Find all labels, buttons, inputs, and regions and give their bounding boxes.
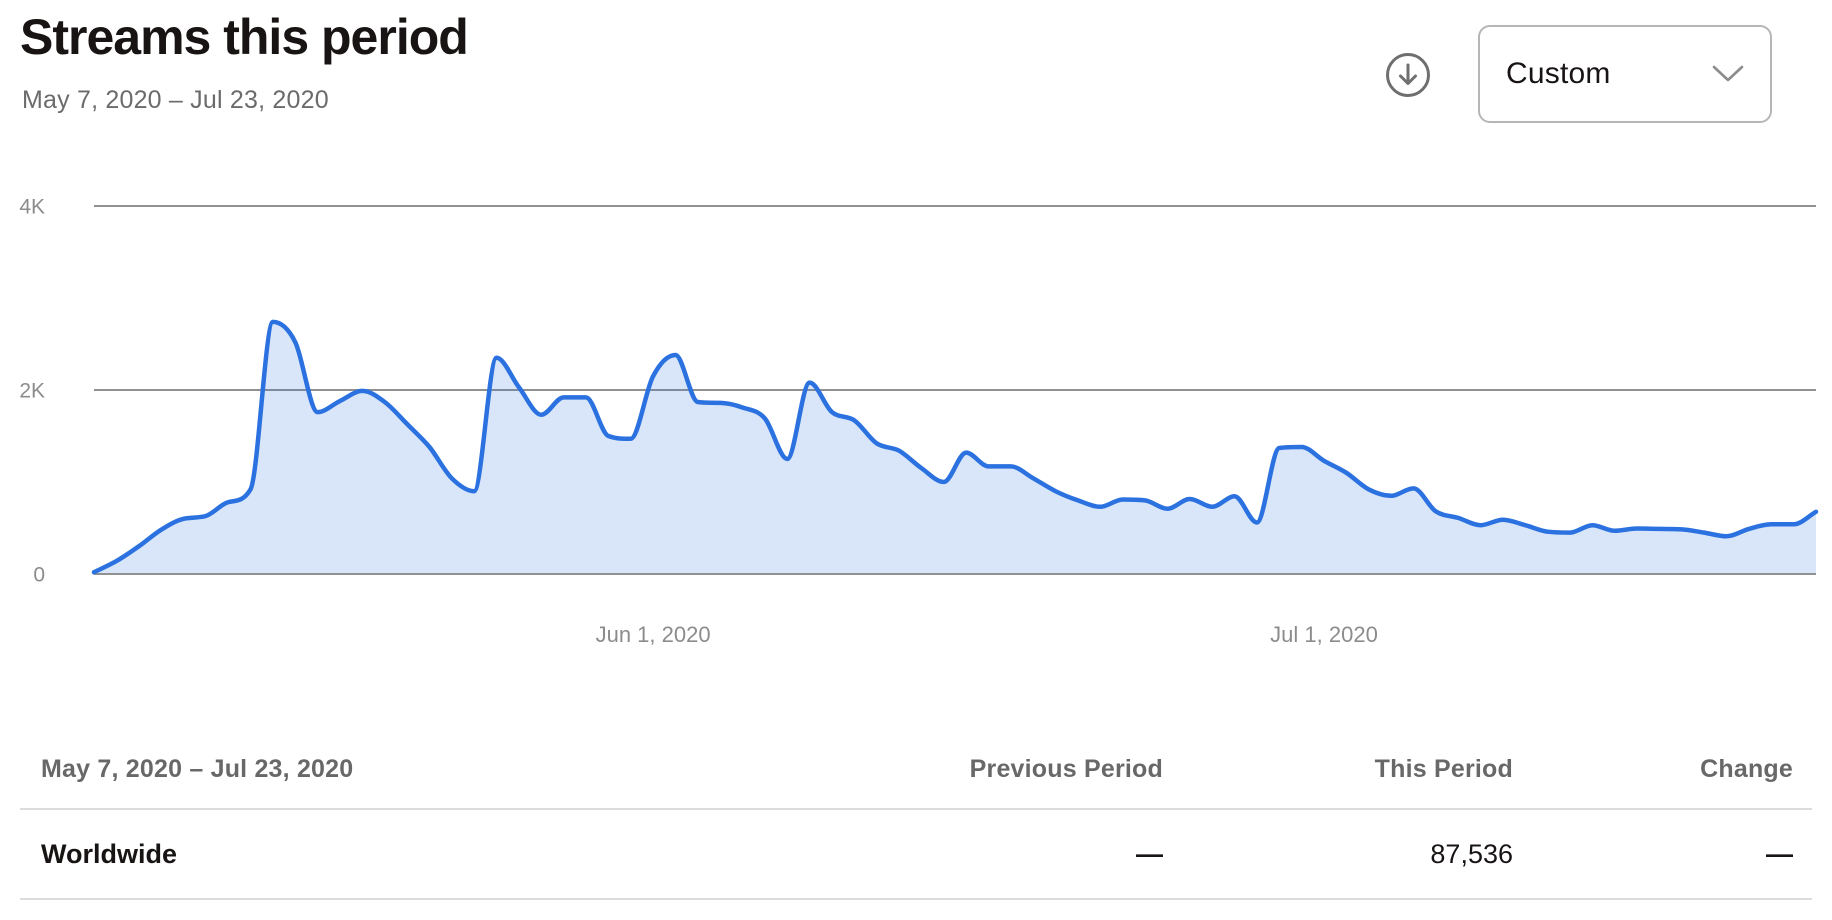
page-title: Streams this period [20,9,469,65]
streams-area-fill [94,321,1816,574]
row-value-this-period: 87,536 [1430,838,1513,869]
streams-chart[interactable]: 0 2K 4K Jun 1, 2020 Jul 1, 2020 [0,0,1832,740]
y-axis-tick-label: 0 [33,564,45,587]
x-axis-tick-label: Jun 1, 2020 [596,622,711,647]
x-axis-tick-label: Jul 1, 2020 [1270,622,1378,647]
table-divider [20,808,1812,810]
table-divider [20,898,1812,900]
row-label-worldwide: Worldwide [41,838,178,869]
y-axis-tick-label: 2K [19,380,45,403]
download-button[interactable] [1385,52,1431,98]
table-header-this-period: This Period [1374,754,1513,783]
streams-line [91,319,1819,575]
table-header-change: Change [1700,754,1793,783]
row-value-previous-period: — [1136,838,1163,869]
table-header-row: May 7, 2020 – Jul 23, 2020 Previous Peri… [41,740,1793,798]
period-dropdown[interactable]: Custom [1478,25,1772,123]
table-header-date-range: May 7, 2020 – Jul 23, 2020 [41,754,354,783]
chevron-down-icon [1712,65,1744,82]
row-value-change: — [1766,838,1793,869]
period-dropdown-value: Custom [1506,57,1611,90]
y-axis-tick-label: 4K [19,196,45,219]
table-row: Worldwide — 87,536 — [41,811,1793,897]
table-header-previous-period: Previous Period [969,754,1163,783]
date-range-subtitle: May 7, 2020 – Jul 23, 2020 [22,86,329,114]
download-icon [1386,53,1430,97]
